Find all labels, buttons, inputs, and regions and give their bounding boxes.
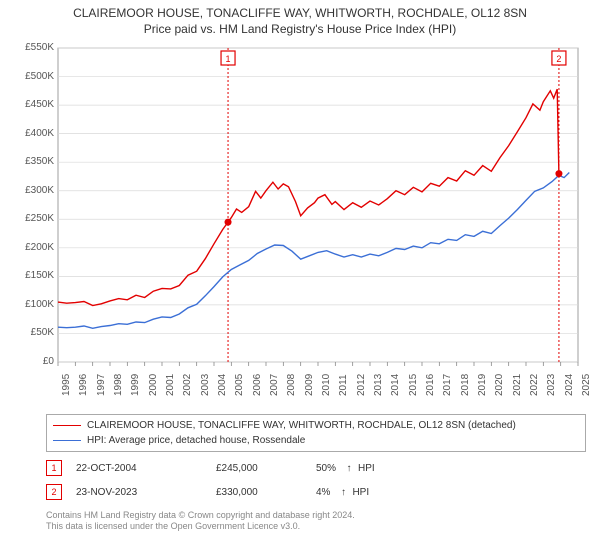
x-tick-label: 2012 — [356, 374, 367, 396]
sale-date: 23-NOV-2023 — [76, 487, 216, 498]
x-tick-label: 2022 — [529, 374, 540, 396]
sale-marker: 1 — [46, 460, 62, 476]
x-tick-label: 2008 — [286, 374, 297, 396]
y-tick-label: £450K — [12, 99, 54, 110]
y-tick-label: £0 — [12, 356, 54, 367]
x-tick-label: 2002 — [182, 374, 193, 396]
line-chart-svg: 12 — [12, 42, 588, 404]
x-tick-label: 2010 — [321, 374, 332, 396]
x-tick-label: 2023 — [546, 374, 557, 396]
x-tick-label: 2024 — [564, 374, 575, 396]
x-tick-label: 2015 — [408, 374, 419, 396]
legend-label: CLAIREMOOR HOUSE, TONACLIFFE WAY, WHITWO… — [87, 420, 516, 431]
chart-page: CLAIREMOOR HOUSE, TONACLIFFE WAY, WHITWO… — [0, 0, 600, 560]
sale-ref: HPI — [352, 487, 369, 498]
x-tick-label: 1998 — [113, 374, 124, 396]
legend-item: HPI: Average price, detached house, Ross… — [53, 433, 579, 448]
y-tick-label: £400K — [12, 128, 54, 139]
y-tick-label: £300K — [12, 185, 54, 196]
x-tick-label: 2019 — [477, 374, 488, 396]
x-tick-label: 2001 — [165, 374, 176, 396]
x-tick-label: 1997 — [96, 374, 107, 396]
y-tick-label: £50K — [12, 327, 54, 338]
y-tick-label: £200K — [12, 242, 54, 253]
x-tick-label: 1995 — [61, 374, 72, 396]
footer-line: This data is licensed under the Open Gov… — [46, 521, 586, 532]
legend-swatch — [53, 425, 81, 426]
y-tick-label: £350K — [12, 156, 54, 167]
sale-diff: 4% — [316, 487, 330, 498]
x-tick-label: 2004 — [217, 374, 228, 396]
legend-label: HPI: Average price, detached house, Ross… — [87, 435, 305, 446]
sale-row: 1 22-OCT-2004 £245,000 50% ↑ HPI — [46, 460, 586, 476]
y-tick-label: £250K — [12, 213, 54, 224]
sale-row: 2 23-NOV-2023 £330,000 4% ↑ HPI — [46, 484, 586, 500]
footer: Contains HM Land Registry data © Crown c… — [46, 510, 586, 533]
sale-ref: HPI — [358, 463, 375, 474]
arrow-up-icon: ↑ — [344, 463, 354, 474]
y-tick-label: £150K — [12, 270, 54, 281]
arrow-up-icon: ↑ — [338, 487, 348, 498]
svg-text:2: 2 — [556, 54, 561, 64]
x-tick-label: 1999 — [130, 374, 141, 396]
x-tick-label: 2018 — [460, 374, 471, 396]
x-tick-label: 2014 — [390, 374, 401, 396]
title-line-2: Price paid vs. HM Land Registry's House … — [12, 22, 588, 36]
x-tick-label: 2009 — [304, 374, 315, 396]
sale-date: 22-OCT-2004 — [76, 463, 216, 474]
sale-price: £330,000 — [216, 487, 316, 498]
svg-text:1: 1 — [226, 54, 231, 64]
x-tick-label: 2025 — [581, 374, 592, 396]
x-tick-label: 2021 — [512, 374, 523, 396]
chart-area: 12 £0£50K£100K£150K£200K£250K£300K£350K£… — [12, 42, 588, 404]
legend-swatch — [53, 440, 81, 441]
x-tick-label: 2013 — [373, 374, 384, 396]
title-line-1: CLAIREMOOR HOUSE, TONACLIFFE WAY, WHITWO… — [12, 6, 588, 20]
y-tick-label: £500K — [12, 71, 54, 82]
x-tick-label: 2005 — [234, 374, 245, 396]
x-tick-label: 2000 — [148, 374, 159, 396]
x-tick-label: 2017 — [442, 374, 453, 396]
sale-price: £245,000 — [216, 463, 316, 474]
y-tick-label: £550K — [12, 42, 54, 53]
sale-diff: 50% — [316, 463, 336, 474]
x-tick-label: 1996 — [78, 374, 89, 396]
legend-box: CLAIREMOOR HOUSE, TONACLIFFE WAY, WHITWO… — [46, 414, 586, 452]
legend-item: CLAIREMOOR HOUSE, TONACLIFFE WAY, WHITWO… — [53, 418, 579, 433]
x-tick-label: 2007 — [269, 374, 280, 396]
x-tick-label: 2011 — [338, 374, 349, 396]
x-tick-label: 2020 — [494, 374, 505, 396]
x-tick-label: 2003 — [200, 374, 211, 396]
y-tick-label: £100K — [12, 299, 54, 310]
x-tick-label: 2006 — [252, 374, 263, 396]
footer-line: Contains HM Land Registry data © Crown c… — [46, 510, 586, 521]
sale-marker: 2 — [46, 484, 62, 500]
x-tick-label: 2016 — [425, 374, 436, 396]
